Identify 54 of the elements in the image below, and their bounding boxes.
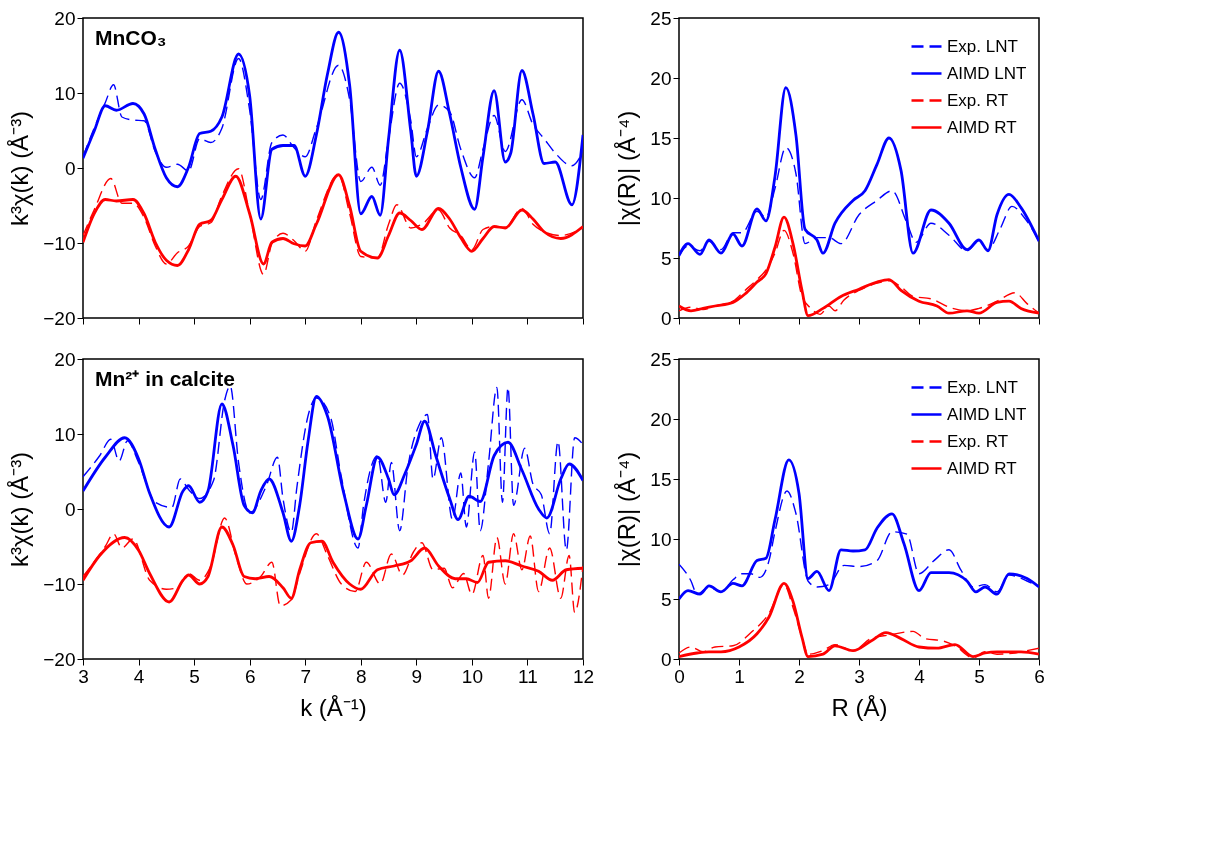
y-tick-label: 10 <box>54 423 76 445</box>
y-tick-label: −10 <box>43 573 76 595</box>
legend-label: Exp. RT <box>947 90 1009 110</box>
y-tick-label: 25 <box>650 7 672 29</box>
legend-label: AIMD LNT <box>947 404 1027 424</box>
x-tick-label: 12 <box>572 665 595 687</box>
y-tick-label: 0 <box>660 307 672 329</box>
y-tick-label: 15 <box>650 468 672 490</box>
x-tick-label: 4 <box>133 665 145 687</box>
y-tick-label: 20 <box>650 67 672 89</box>
x-axis-title: k (Å⁻¹) <box>300 693 367 721</box>
y-tick-label: 20 <box>54 348 76 370</box>
y-tick-label: 10 <box>650 528 672 550</box>
y-tick-label: 20 <box>650 408 672 430</box>
y-tick-label: 25 <box>650 348 672 370</box>
y-tick-label: 10 <box>54 82 76 104</box>
x-tick-label: 7 <box>300 665 312 687</box>
y-axis-title: |χ(R)| (Å⁻⁴) <box>613 110 641 227</box>
x-tick-label: 6 <box>244 665 256 687</box>
x-tick-label: 10 <box>461 665 483 687</box>
legend-label: AIMD RT <box>947 458 1017 478</box>
y-tick-label: 20 <box>54 7 76 29</box>
y-axis-title: k³χ(k) (Å⁻³) <box>6 110 34 227</box>
legend-label: AIMD RT <box>947 117 1017 137</box>
legend-label: Exp. RT <box>947 431 1009 451</box>
y-tick-label: 10 <box>650 187 672 209</box>
y-tick-label: 0 <box>64 157 76 179</box>
x-tick-label: 11 <box>518 665 538 687</box>
annotation: Mn²⁺ in calcite <box>95 367 236 390</box>
y-tick-label: −10 <box>43 232 76 254</box>
x-axis-title: R (Å) <box>831 693 888 721</box>
x-tick-label: 3 <box>78 665 89 687</box>
y-tick-label: −20 <box>43 307 76 329</box>
y-tick-label: −20 <box>43 648 76 670</box>
x-tick-label: 8 <box>355 665 367 687</box>
x-tick-label: 2 <box>794 665 805 687</box>
y-axis-title: |χ(R)| (Å⁻⁴) <box>613 451 641 568</box>
y-tick-label: 0 <box>660 648 672 670</box>
legend-label: AIMD LNT <box>947 63 1027 83</box>
x-tick-label: 3 <box>854 665 865 687</box>
y-tick-label: 5 <box>660 588 672 610</box>
annotation: MnCO₃ <box>95 26 167 49</box>
legend-label: Exp. LNT <box>947 36 1018 56</box>
x-tick-label: 4 <box>914 665 926 687</box>
x-tick-label: 1 <box>734 665 745 687</box>
x-tick-label: 5 <box>189 665 200 687</box>
x-tick-label: 6 <box>1034 665 1045 687</box>
y-tick-label: 0 <box>64 498 76 520</box>
x-tick-label: 9 <box>411 665 423 687</box>
x-tick-label: 5 <box>974 665 985 687</box>
legend-label: Exp. LNT <box>947 377 1018 397</box>
y-axis-title: k³χ(k) (Å⁻³) <box>6 451 34 568</box>
y-tick-label: 15 <box>650 127 672 149</box>
y-tick-label: 5 <box>660 247 672 269</box>
